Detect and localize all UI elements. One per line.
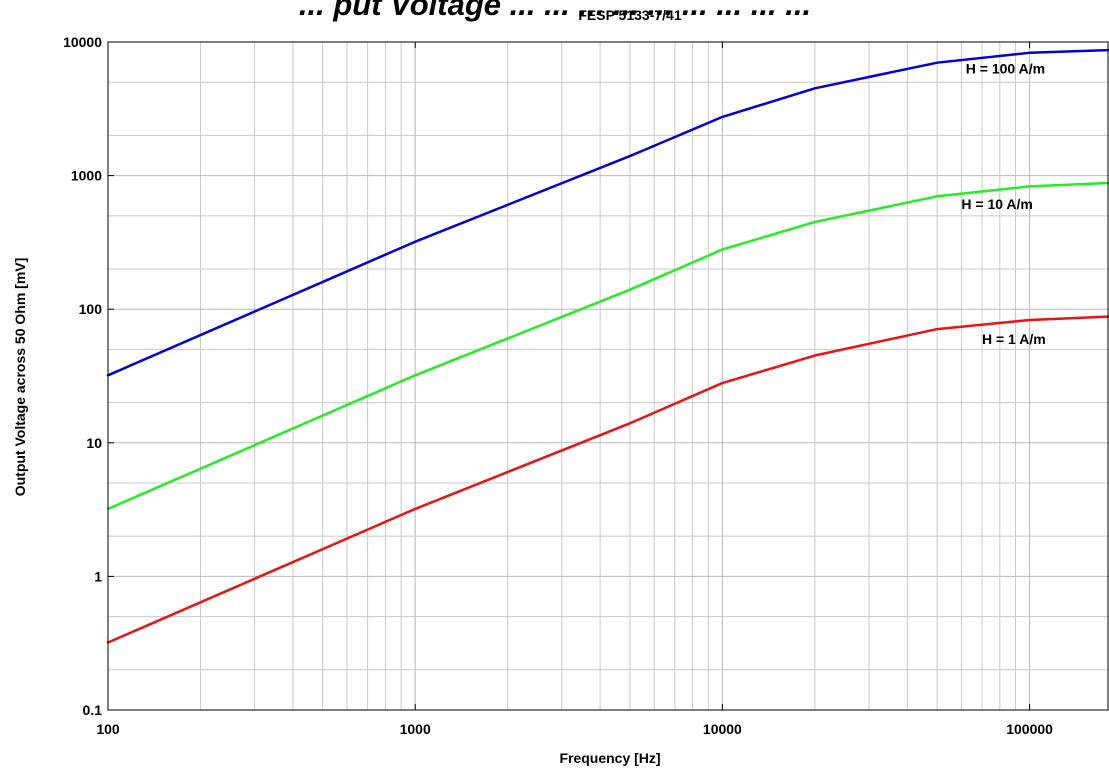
annotation-layer: H = 100 A/m H = 10 A/m H = 1 A/m: [961, 61, 1045, 347]
x-tick-label: 1000: [400, 721, 431, 737]
annotation-h-10-a-m: H = 10 A/m: [961, 196, 1032, 212]
tick-layer: 100 1000 10000 100000 0.1 1 10 100 1000 10000: [63, 34, 1053, 737]
y-tick-label: 10000: [63, 34, 102, 50]
annotation-h-1-a-m: H = 1 A/m: [982, 331, 1046, 347]
annotation-h-100-a-m: H = 100 A/m: [966, 61, 1045, 77]
x-tick-label: 100: [96, 721, 120, 737]
series-layer: [106, 48, 1109, 644]
plot-border: [107, 41, 1109, 711]
y-tick-label: 1000: [71, 168, 102, 184]
series-line-h-100-a-m: [106, 48, 1109, 377]
y-tick-label: 10: [86, 435, 102, 451]
chart-subtitle: FESP 5133-7/41: [578, 7, 681, 23]
x-axis-label: Frequency [Hz]: [559, 750, 660, 766]
y-tick-label: 0.1: [83, 702, 103, 718]
series-line-h-10-a-m: [106, 181, 1109, 511]
y-axis-label: Output Voltage across 50 Ohm [mV]: [12, 258, 28, 497]
y-tick-label: 100: [79, 301, 103, 317]
grid-layer: [107, 41, 1108, 711]
x-tick-label: 100000: [1006, 721, 1053, 737]
series-line-h-1-a-m: [106, 315, 1109, 644]
x-tick-label: 10000: [703, 721, 742, 737]
chart-title: ... put Voltage ... ... ... ... ... ... …: [299, 0, 811, 22]
y-tick-label: 1: [94, 568, 102, 584]
